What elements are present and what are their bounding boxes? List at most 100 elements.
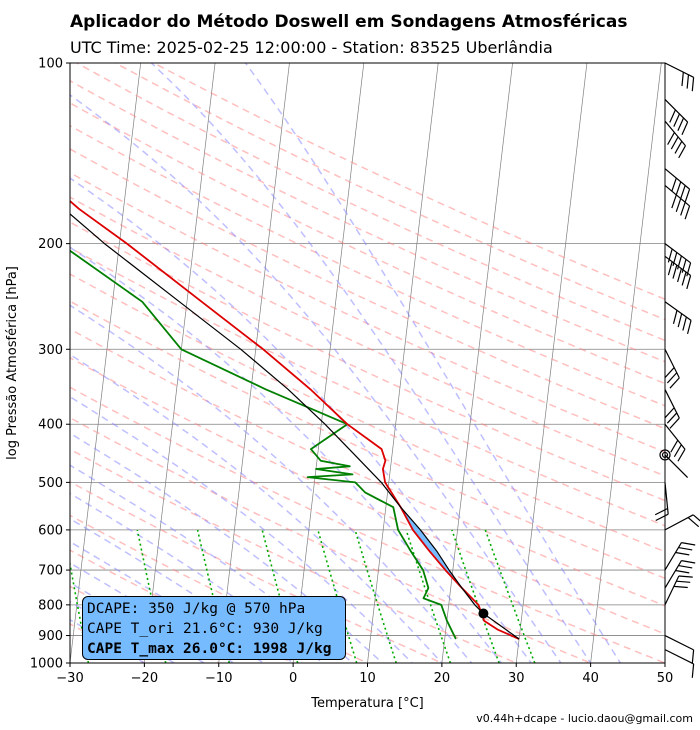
barb-flag: [666, 412, 678, 424]
moist-adiabat-line: [70, 353, 443, 663]
calm-wind-circle: [659, 449, 671, 461]
barb-flag: [654, 507, 668, 516]
barb-flag: [675, 569, 690, 574]
cape-summary-box: DCAPE: 350 J/kg @ 570 hPa CAPE T_ori 21.…: [82, 596, 346, 660]
y-tick-label: 700: [38, 564, 63, 579]
dry-adiabat-line: [70, 246, 665, 527]
barb-flag: [664, 367, 675, 379]
dewpoint-trace: [70, 249, 457, 640]
barb-flag: [681, 121, 689, 136]
barb-flag: [686, 262, 692, 277]
wind-barb: [664, 560, 696, 589]
barb-flag: [692, 514, 700, 522]
isotherm-line: [664, 660, 665, 663]
barb-flag: [674, 141, 683, 154]
isotherm-line: [515, 63, 588, 663]
sounding-traces: [70, 199, 520, 640]
barb-flag: [686, 320, 692, 334]
moist-adiabat-line: [70, 464, 354, 663]
wind-barb: [659, 449, 689, 478]
barb-staff: [664, 168, 690, 190]
barb-flag: [675, 551, 690, 556]
barb-flag: [672, 264, 678, 279]
x-tick-label: 0: [289, 671, 297, 686]
axes: −30 −20 −10 0 10 20 30 40 50 100 200 300 400 500 600 70…: [5, 57, 673, 712]
barb-staff: [664, 301, 692, 321]
barb-flag: [667, 261, 673, 276]
y-tick-label: 300: [38, 343, 63, 358]
barb-flag: [687, 517, 700, 528]
x-tick-label: 50: [657, 671, 674, 686]
y-tick-label: 400: [38, 418, 63, 433]
dry-adiabat-line: [70, 102, 665, 385]
isotherm-line: [70, 63, 142, 663]
cape-original-text: CAPE T_ori 21.6°C: 930 J/kg: [87, 621, 323, 637]
x-tick-label: 40: [582, 671, 599, 686]
dry-adiabat-line: [152, 63, 665, 301]
mixing-ratio-line: [354, 529, 397, 663]
moist-adiabat-line: [70, 246, 503, 663]
moist-adiabat-line: [70, 600, 176, 663]
dry-adiabat-line: [70, 448, 519, 663]
cape-max-text: CAPE T_max 26.0°C: 1998 J/kg: [87, 641, 332, 657]
barb-flag: [671, 177, 677, 192]
x-tick-label: −20: [131, 671, 158, 686]
dry-adiabat-line: [70, 386, 665, 663]
parcel-trace: [70, 213, 520, 640]
temperature-trace: [70, 199, 520, 640]
wind-barb: [654, 482, 669, 522]
y-tick-label: 200: [38, 237, 63, 252]
barb-flag: [691, 649, 695, 664]
barb-flag: [670, 136, 679, 150]
barb-flag: [675, 181, 682, 196]
dry-adiabat-line: [70, 196, 665, 477]
isotherm-line: [292, 63, 365, 663]
wind-barb: [664, 542, 696, 571]
y-tick-label: 600: [38, 523, 63, 538]
isotherm-line: [144, 63, 216, 663]
version-footer: v0.44h+dcape - lucio.daou@gmail.com: [476, 712, 693, 725]
chart-title: Aplicador do Método Doswell em Sondagens…: [70, 12, 628, 32]
moist-adiabat-line: [244, 63, 622, 663]
wind-barb: [664, 62, 695, 92]
moist-adiabat-line: [70, 492, 325, 663]
barb-flag: [655, 513, 669, 522]
cape-area: [402, 509, 490, 618]
moist-adiabat-line: [70, 540, 265, 663]
dry-adiabat-line: [70, 480, 444, 663]
x-tick-label: 30: [508, 671, 525, 686]
barb-staff: [664, 575, 680, 606]
barb-flag: [678, 546, 693, 551]
barb-flag: [681, 259, 687, 273]
wind-barb: [664, 349, 680, 389]
dry-adiabat-line: [70, 300, 665, 580]
barb-flag: [678, 145, 687, 159]
barb-flag: [684, 188, 691, 203]
y-tick-label: 1000: [30, 657, 63, 672]
dcape-text: DCAPE: 350 J/kg @ 570 hPa: [87, 601, 306, 617]
moist-adiabat-line: [70, 432, 384, 663]
barb-staff: [664, 98, 689, 123]
barb-flag: [691, 77, 695, 92]
barb-staff: [664, 560, 682, 589]
barb-flag: [686, 74, 690, 89]
wind-barb: [664, 255, 692, 290]
barb-staff: [664, 514, 694, 531]
barb-flag: [677, 268, 682, 283]
barb-flag: [669, 417, 680, 429]
wind-barb: [664, 98, 689, 136]
isotherm-line: [590, 63, 662, 663]
barb-staff: [664, 349, 680, 379]
barb-flag: [677, 313, 683, 328]
barb-flag: [684, 205, 691, 220]
barb-staff: [664, 649, 694, 665]
wind-barb: [664, 120, 687, 159]
isotherm-line: [441, 63, 513, 663]
isotherm-line: [218, 63, 290, 663]
wind-barb: [664, 185, 691, 220]
dry-adiabat-line: [70, 273, 665, 553]
wind-barb: [664, 575, 693, 606]
y-tick-label: 900: [38, 629, 63, 644]
wind-barb: [664, 635, 695, 664]
